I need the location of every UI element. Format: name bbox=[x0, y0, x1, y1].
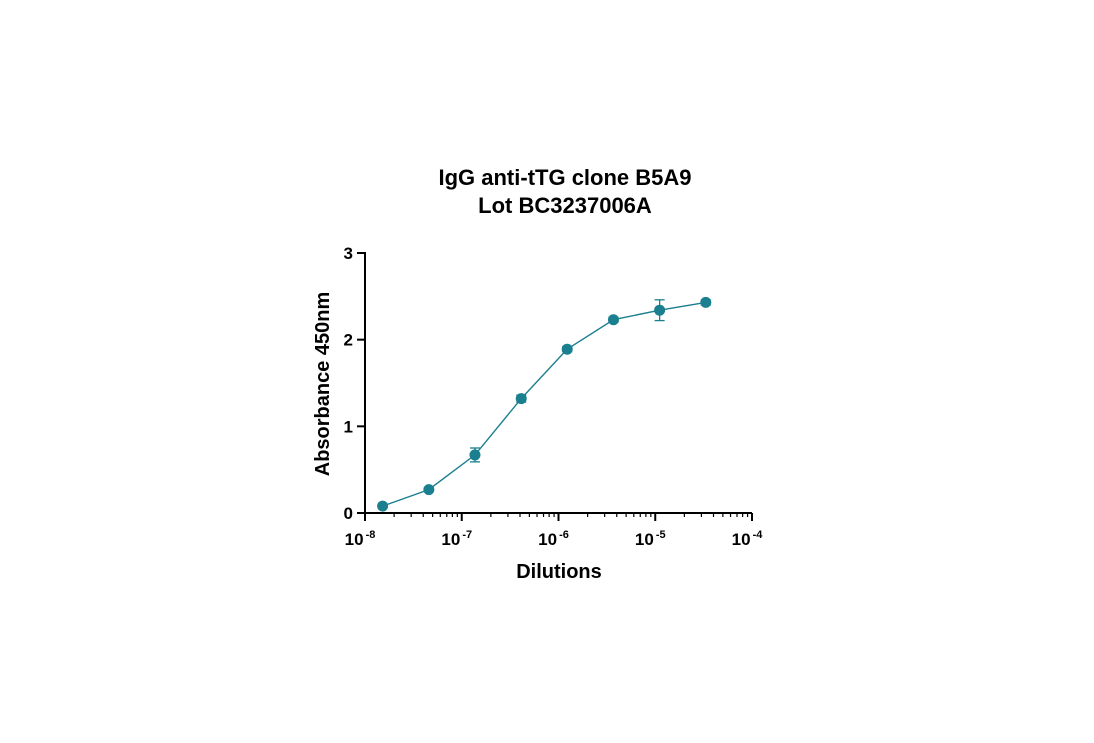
data-point-5 bbox=[607, 314, 619, 326]
x-tick-label-4: 10 -4 bbox=[732, 529, 764, 549]
y-tick-label-2: 2 bbox=[344, 331, 353, 350]
data-point-6 bbox=[654, 304, 666, 316]
y-axis-title: Absorbance 450nm bbox=[312, 292, 334, 477]
data-point-7 bbox=[700, 296, 712, 308]
y-tick-label-1: 1 bbox=[344, 417, 353, 436]
data-point-1 bbox=[423, 484, 435, 496]
x-tick-label-0: 10 -8 bbox=[345, 529, 376, 549]
x-tick-label-3: 10 -5 bbox=[635, 529, 666, 549]
data-point-2 bbox=[469, 449, 481, 461]
x-tick-label-2: 10 -6 bbox=[538, 529, 569, 549]
series-line-0 bbox=[382, 301, 706, 507]
x-axis-title: Dilutions bbox=[516, 561, 602, 583]
x-tick-label-1: 10 -7 bbox=[441, 529, 472, 549]
y-tick-label-0: 0 bbox=[344, 504, 353, 523]
plot-area: 0 1 2 3 10 -8 10 -7 10 -6 10 -5 10 -4 bbox=[344, 244, 764, 549]
y-tick-label-3: 3 bbox=[344, 244, 353, 263]
data-point-0 bbox=[377, 500, 389, 512]
data-point-3 bbox=[515, 393, 527, 405]
data-point-4 bbox=[561, 343, 573, 355]
chart-title-line-1: IgG anti-tTG clone B5A9 bbox=[438, 165, 691, 190]
chart-title-line-2: Lot BC3237006A bbox=[478, 193, 652, 218]
